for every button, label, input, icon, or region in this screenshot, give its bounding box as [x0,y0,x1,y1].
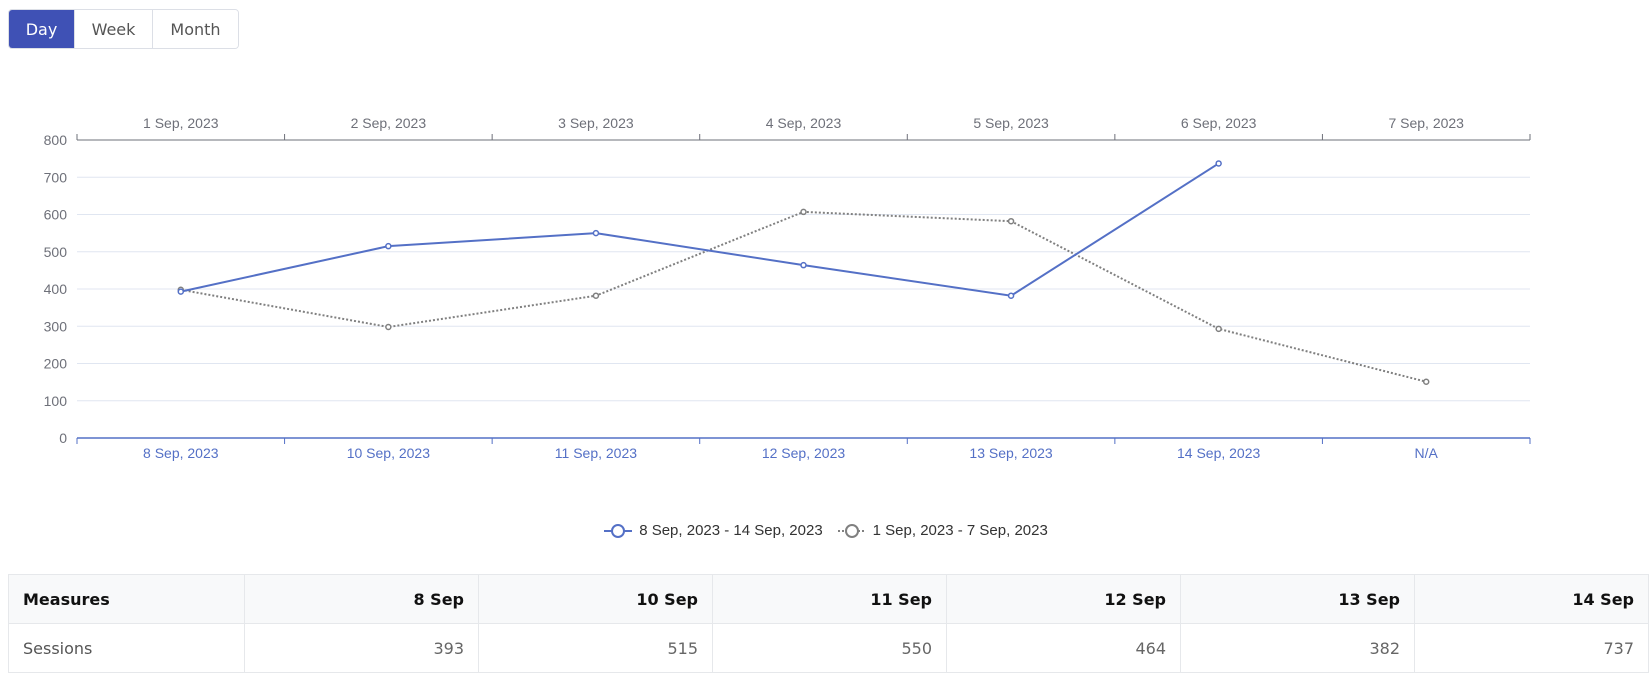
previous-period-point [1007,217,1015,225]
top-axis-label: 6 Sep, 2023 [1181,115,1257,131]
bottom-axis-label: 11 Sep, 2023 [555,445,637,461]
sessions-line-chart: 0 100 200 300 400 500 600 700 800 1 Sep, 2023 2 Se… [44,115,1531,461]
week-button[interactable]: Week [75,10,153,48]
bottom-axis-label: 12 Sep, 2023 [762,445,846,461]
legend-solid-marker-icon [604,523,633,538]
month-button[interactable]: Month [153,10,238,48]
table-cell: 393 [244,623,479,673]
table-cell: 737 [1414,623,1649,673]
top-axis-label: 4 Sep, 2023 [766,115,842,131]
previous-period-point [800,208,807,216]
previous-period-point [1422,378,1430,386]
y-tick-label: 500 [44,244,68,260]
current-period-point [177,288,185,295]
top-axis-label: 5 Sep, 2023 [973,115,1049,131]
table-cell: 382 [1180,623,1415,673]
bottom-axis-label: N/A [1415,445,1439,461]
day-button[interactable]: Day [9,10,75,48]
table-row: Sessions 393 515 550 464 382 737 [8,623,1649,673]
top-axis-label: 3 Sep, 2023 [558,115,634,131]
y-tick-label: 400 [44,281,68,297]
legend-item-previous[interactable]: 1 Sep, 2023 - 7 Sep, 2023 [837,522,1048,539]
current-period-point [800,261,807,269]
legend-label-previous: 1 Sep, 2023 - 7 Sep, 2023 [872,522,1048,539]
table-header-cell: 10 Sep [478,574,713,624]
y-tick-label: 200 [44,356,68,372]
bottom-axis-label: 10 Sep, 2023 [347,445,431,461]
previous-period-point [385,323,392,331]
y-tick-label: 0 [59,430,67,446]
table-header-cell: 8 Sep [244,574,479,624]
table-cell: 464 [946,623,1181,673]
current-period-point [385,242,392,250]
current-period-point [592,229,600,237]
y-tick-label: 700 [44,169,68,185]
table-cell: 550 [712,623,947,673]
table-header-cell: 12 Sep [946,574,1181,624]
chart-legend: 8 Sep, 2023 - 14 Sep, 2023 1 Sep, 2023 -… [0,522,1651,539]
y-tick-label: 300 [44,318,68,334]
legend-dotted-marker-icon [837,523,866,538]
bottom-axis-label: 8 Sep, 2023 [143,445,219,461]
previous-period-point [1215,325,1222,333]
previous-period-line [180,210,1427,383]
table-header-cell: 14 Sep [1414,574,1649,624]
table-cell: Sessions [8,623,245,673]
top-axis-label: 2 Sep, 2023 [351,115,427,131]
current-period-line [180,162,1220,297]
table-cell: 515 [478,623,713,673]
table-header-cell: Measures [8,574,245,624]
table-header-cell: 11 Sep [712,574,947,624]
bottom-axis-label: 14 Sep, 2023 [1177,445,1261,461]
table-header-row: Measures 8 Sep 10 Sep 11 Sep 12 Sep 13 S… [8,574,1649,624]
current-period-point [1007,292,1015,299]
top-axis-label: 1 Sep, 2023 [143,115,219,131]
y-tick-label: 800 [44,132,68,148]
legend-item-current[interactable]: 8 Sep, 2023 - 14 Sep, 2023 [603,522,823,539]
previous-period-point [592,292,600,299]
table-header-cell: 13 Sep [1180,574,1415,624]
legend-label-current: 8 Sep, 2023 - 14 Sep, 2023 [639,522,823,539]
top-axis-label: 7 Sep, 2023 [1388,115,1464,131]
y-tick-label: 600 [44,207,68,223]
range-selector: Day Week Month [8,9,239,49]
current-period-point [1215,160,1222,167]
measures-table: Measures 8 Sep 10 Sep 11 Sep 12 Sep 13 S… [8,574,1649,673]
y-tick-label: 100 [44,393,68,409]
bottom-axis-label: 13 Sep, 2023 [969,445,1053,461]
